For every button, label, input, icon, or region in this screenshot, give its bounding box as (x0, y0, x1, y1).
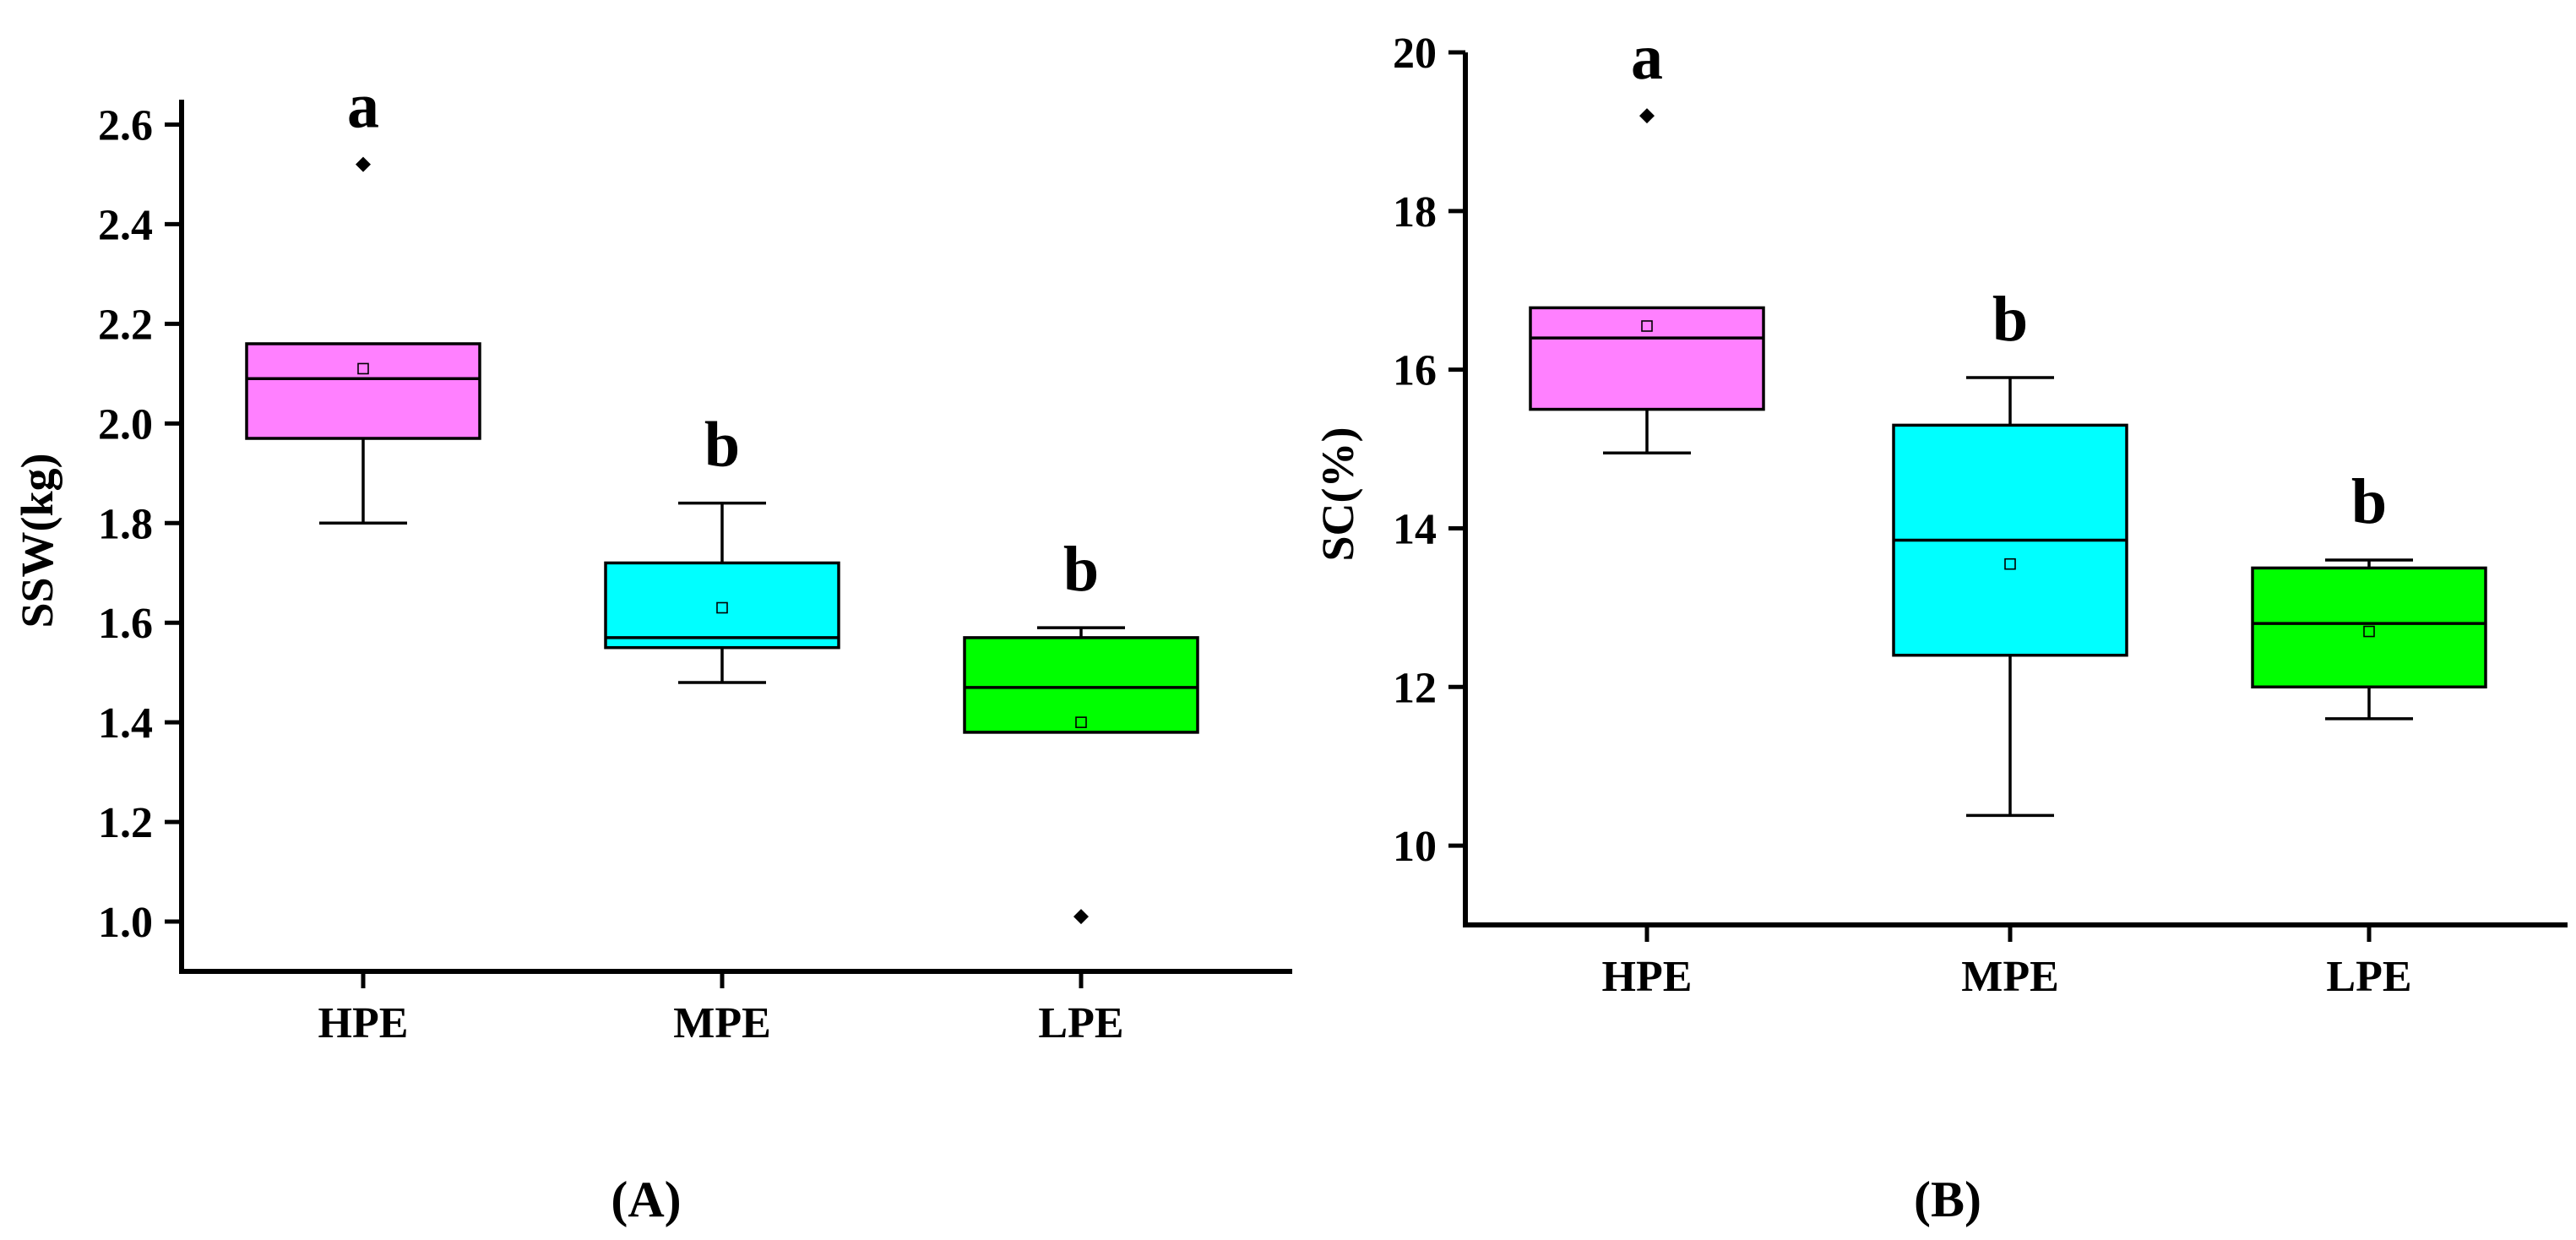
panel-a-box-lpe: b (963, 534, 1199, 925)
panel-b-y-tick-label: 16 (1393, 347, 1437, 395)
panel-a-outlier-point (1073, 909, 1089, 925)
panel-b-y-tick-label: 14 (1393, 505, 1437, 553)
panel-a-iqr-box (245, 342, 481, 440)
panel-b-mean-marker (2004, 557, 2016, 570)
panel-b-y-tick-label: 10 (1393, 823, 1437, 871)
panel-a-x-tick-label: LPE (1038, 999, 1123, 1047)
panel-a-label: (A) (611, 1172, 681, 1227)
panel-b-box-hpe: a (1529, 22, 1765, 454)
panel-b-x-tick-label: LPE (2326, 953, 2411, 1001)
panel-a-y-tick-label: 1.0 (98, 899, 153, 947)
panel-b-significance-letter: a (1631, 22, 1663, 93)
panel-b-x-tick-label: HPE (1602, 953, 1693, 1001)
panel-b-box-mpe: b (1892, 284, 2128, 818)
panel-a-mean-marker (716, 601, 728, 614)
panel-b-plot-layer: 10 12 14 16 18 20 a HPE b MPE b LPE (1393, 22, 2568, 1001)
panel-a-y-tick-label: 2.2 (98, 301, 153, 349)
panel-b-mean-marker (1641, 320, 1653, 332)
panel-a-box-mpe: b (604, 410, 840, 684)
panel-a-y-axis-title: SSW(kg) (12, 453, 62, 628)
panel-b-significance-letter: b (2351, 466, 2387, 537)
panel-b-iqr-box (1529, 306, 1765, 411)
panel-a-significance-letter: b (704, 410, 740, 481)
panel-a-x-tick-label: HPE (318, 999, 409, 1047)
panel-b-y-tick-label: 20 (1393, 30, 1437, 78)
panel-b-y-tick-label: 12 (1393, 664, 1437, 712)
panel-b-mean-marker (2363, 625, 2375, 638)
panel-a-iqr-box (604, 561, 840, 650)
panel-a-y-tick-label: 2.6 (98, 101, 153, 150)
panel-a-outlier-point (356, 156, 371, 172)
panel-a-chart: 1.01.21.41.61.82.02.22.42.6 aHPEbMPEbLPE … (12, 71, 1292, 1227)
panel-b-label: (B) (1914, 1172, 1981, 1227)
panel-b-outlier-point (1639, 108, 1655, 124)
panel-a-mean-marker (1075, 716, 1087, 728)
panel-a-significance-letter: a (347, 71, 379, 142)
panel-b-chart: 10 12 14 16 18 20 a HPE b MPE b LPE SC(%) (B) (1312, 22, 2568, 1227)
panel-a-plot-layer: 1.0 1.2 1.4 1.6 1.8 2.0 2.2 2.4 2.6 a HPE b MPE b LPE (98, 71, 1292, 1047)
panel-b-significance-letter: b (1992, 284, 2028, 355)
panel-b-y-tick-label: 18 (1393, 188, 1437, 237)
panel-a-y-tick-label: 1.2 (98, 799, 153, 847)
panel-a-significance-letter: b (1063, 534, 1099, 605)
panel-b-x-tick-label: MPE (1961, 953, 2059, 1001)
panel-a-y-tick-label: 2.0 (98, 400, 153, 449)
panel-a-y-tick-label: 1.8 (98, 500, 153, 548)
panel-a-x-tick-label: MPE (673, 999, 771, 1047)
panel-a-y-tick-label: 1.4 (98, 699, 153, 748)
panel-a-y-tick-label: 1.6 (98, 600, 153, 648)
panel-b-box-lpe: b (2251, 466, 2487, 721)
panel-b-iqr-box (2251, 566, 2487, 689)
panel-a-box-hpe: a (245, 71, 481, 525)
panel-a-y-tick-label: 2.4 (98, 201, 153, 249)
panel-a-mean-marker (357, 362, 369, 375)
panel-b-y-axis-title: SC(%) (1312, 427, 1363, 562)
panel-a-iqr-box (963, 636, 1199, 734)
